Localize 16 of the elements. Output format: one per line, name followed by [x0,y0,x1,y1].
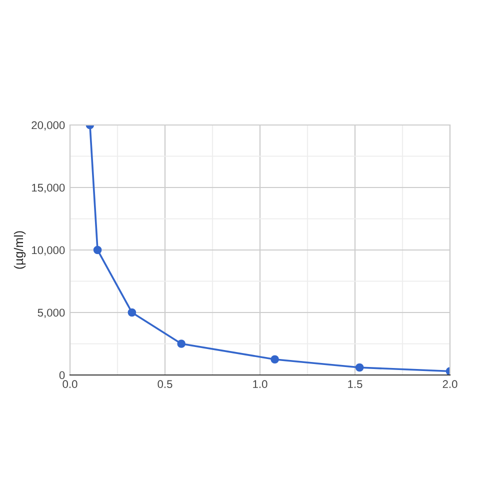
point [177,340,186,348]
point [270,355,279,364]
point [93,246,102,254]
y-tick-label: 20,000 [32,121,65,130]
x-tick-label: 1.5 [348,380,362,388]
x-tick-label: 0.5 [158,380,172,388]
y-tick-label: 10,000 [32,246,65,256]
y-tick-label: 15,000 [32,184,65,193]
x-tick-label: 1.0 [253,380,268,388]
x-tick-label: 0.0 [62,380,78,388]
point [128,308,136,317]
y-axis-title: (µg/ml) [14,231,26,269]
point [355,363,364,372]
y-tick-label: 5,000 [38,308,65,318]
x-tick-label: 2.0 [442,380,458,388]
y-tick-label: 0 [59,371,65,380]
